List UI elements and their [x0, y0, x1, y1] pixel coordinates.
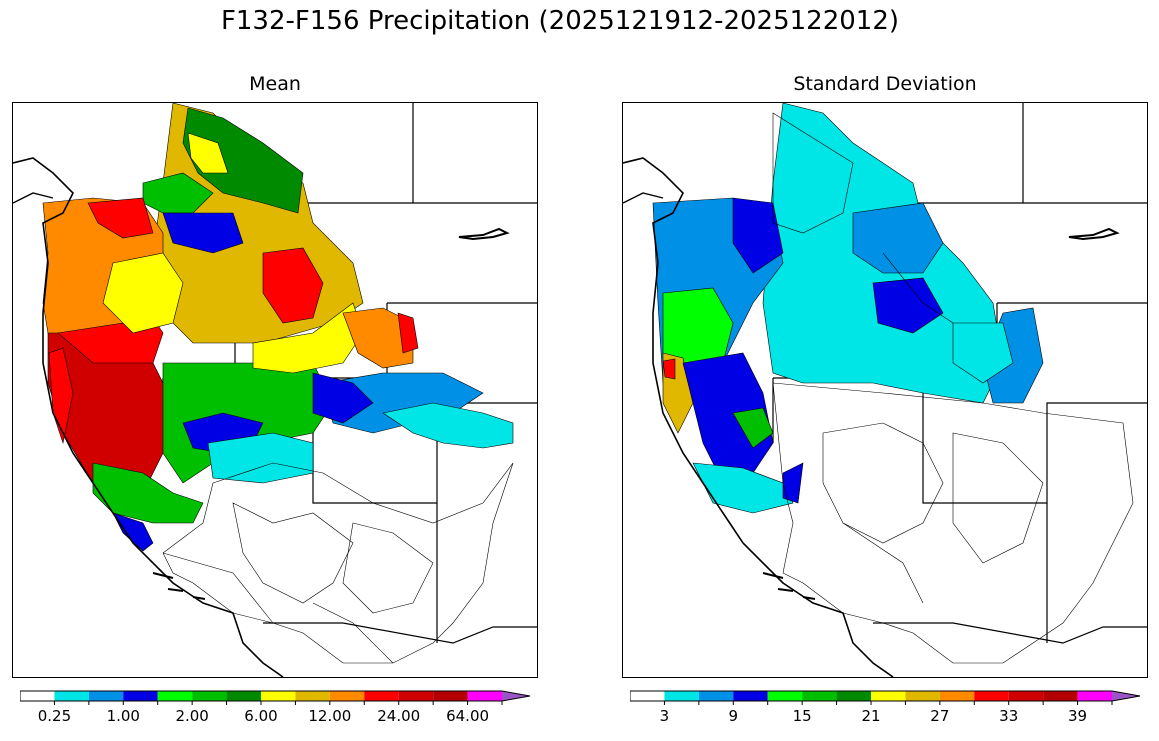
mean-colorbar-segment	[261, 691, 296, 701]
mean-colorbar-tick-label: 12.00	[308, 707, 351, 725]
stddev-colorbar-segment	[836, 691, 871, 701]
mean-mexico-border	[263, 622, 537, 644]
stddev-colorbar-tick-label: 21	[861, 707, 880, 725]
mean-colorbar-segment	[502, 691, 530, 701]
stddev-colorbar-tick-label: 3	[660, 707, 670, 725]
stddev-colorbar-segment	[630, 691, 665, 701]
mean-colorbar-svg: 0.25 1.00 2.00 6.00 12.00 24.00 64.00	[19, 690, 531, 725]
stddev-map	[622, 102, 1148, 678]
mean-colorbar-segment	[226, 691, 261, 701]
mean-colorbar-tick-label: 2.00	[175, 707, 208, 725]
mean-map-canvas	[13, 103, 537, 677]
stddev-colorbar-segment	[905, 691, 940, 701]
stddev-panel-title: Standard Deviation	[793, 73, 977, 95]
stddev-colorbar-segment	[1077, 691, 1112, 701]
stddev-coastline	[623, 157, 894, 677]
stddev-mexico-border	[873, 622, 1147, 644]
mean-colorbar-segment	[123, 691, 158, 701]
mean-colorbar-segment	[20, 691, 55, 701]
stddev-colorbar-segment	[1008, 691, 1044, 701]
mean-empty-basins	[162, 462, 514, 664]
stddev-colorbar-tick-label: 27	[930, 707, 949, 725]
mean-lake-shape	[458, 227, 510, 241]
stddev-colorbar-tick-label: 15	[793, 707, 812, 725]
mean-basin-regions	[42, 103, 514, 552]
mean-channel-islands	[152, 572, 206, 600]
mean-colorbar-segment	[192, 691, 227, 701]
mean-colorbar-tick-label: 0.25	[38, 707, 71, 725]
mean-colorbar-segment	[467, 691, 502, 701]
mean-colorbar-segment	[295, 691, 330, 701]
mean-map	[12, 102, 538, 678]
mean-colorbar-outline	[19, 690, 531, 702]
mean-colorbar-segment	[433, 691, 468, 701]
stddev-colorbar-tick-label: 9	[729, 707, 739, 725]
mean-colorbar-segment	[157, 691, 193, 701]
mean-colorbar-tick-label: 1.00	[107, 707, 140, 725]
mean-colorbar-tick-label: 6.00	[244, 707, 277, 725]
mean-island-coast	[13, 192, 54, 204]
stddev-colorbar: 3 9 15 21 27 33 39	[629, 690, 1150, 735]
stddev-colorbar-segment	[1043, 691, 1078, 701]
mean-colorbar-tick-label: 24.00	[377, 707, 420, 725]
mean-coastline	[13, 157, 284, 677]
stddev-colorbar-segment	[733, 691, 768, 701]
stddev-colorbar-segment	[871, 691, 906, 701]
mean-colorbar-segment	[88, 691, 124, 701]
stddev-colorbar-segment	[974, 691, 1009, 701]
figure-title: F132-F156 Precipitation (2025121912-2025…	[220, 6, 900, 36]
stddev-empty-basins	[772, 112, 1134, 664]
mean-colorbar-segment	[364, 691, 399, 701]
stddev-colorbar-segment	[802, 691, 837, 701]
stddev-colorbar-segment	[698, 691, 734, 701]
stddev-map-canvas	[623, 103, 1147, 677]
mean-colorbar: 0.25 1.00 2.00 6.00 12.00 24.00 64.00	[19, 690, 540, 735]
stddev-island-coast	[623, 192, 664, 204]
stddev-colorbar-outline	[629, 690, 1141, 702]
stddev-lake-shape	[1068, 227, 1120, 241]
stddev-colorbar-segment	[1112, 691, 1140, 701]
stddev-colorbar-svg: 3 9 15 21 27 33 39	[629, 690, 1141, 725]
mean-colorbar-segment	[54, 691, 89, 701]
stddev-colorbar-segment	[939, 691, 975, 701]
mean-panel-title: Mean	[249, 73, 301, 95]
mean-colorbar-segment	[398, 691, 434, 701]
stddev-colorbar-segment	[767, 691, 803, 701]
mean-colorbar-tick-label: 64.00	[446, 707, 489, 725]
stddev-basin-regions	[652, 103, 1044, 514]
stddev-channel-islands	[762, 572, 816, 600]
mean-colorbar-segment	[329, 691, 365, 701]
stddev-colorbar-segment	[664, 691, 699, 701]
stddev-colorbar-tick-label: 39	[1068, 707, 1087, 725]
stddev-colorbar-tick-label: 33	[999, 707, 1018, 725]
